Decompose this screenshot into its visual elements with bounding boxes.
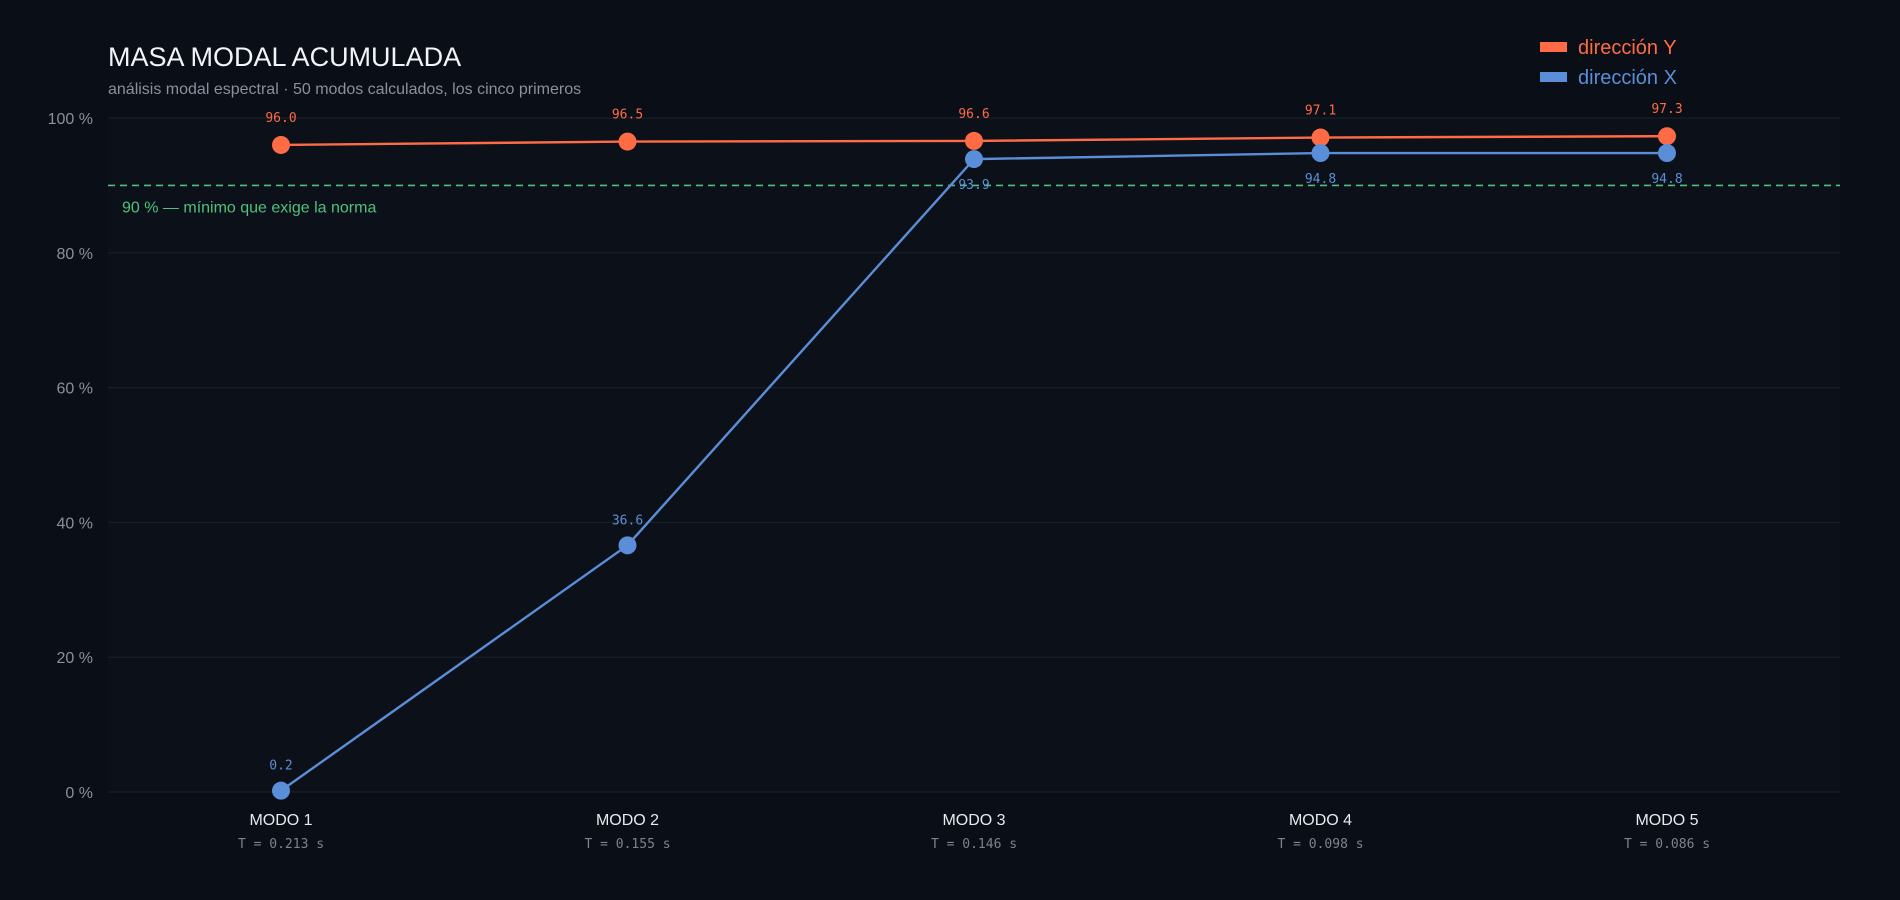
data-point-y [1311,128,1330,147]
data-point-y [618,132,637,151]
data-label-x: 36.6 [612,513,643,528]
data-label-x: 93.9 [958,178,989,193]
x-period-label: T = 0.155 s [584,837,670,852]
x-category-label: MODO 1 [249,812,312,829]
data-label-y: 96.5 [612,108,643,123]
data-point-y [1658,127,1676,146]
data-point-x [272,781,290,800]
y-tick-label: 0 % [65,785,93,802]
data-point-x [1658,144,1676,163]
y-tick-label: 100 % [48,111,93,128]
data-label-y: 97.1 [1305,104,1336,119]
plot-area [108,118,1840,792]
data-point-x [965,150,983,169]
x-period-label: T = 0.146 s [931,837,1017,852]
x-category-label: MODO 2 [596,812,659,829]
x-period-label: T = 0.086 s [1624,837,1710,852]
x-category-label: MODO 3 [942,812,1005,829]
data-label-x: 94.8 [1305,172,1336,187]
x-period-label: T = 0.213 s [238,837,324,852]
legend-label-y: dirección Y [1578,37,1677,59]
data-label-y: 96.6 [958,107,989,122]
x-category-label: MODO 4 [1289,812,1352,829]
y-tick-label: 40 % [57,515,93,532]
data-point-x [618,536,637,555]
data-label-x: 0.2 [269,759,292,774]
x-category-label: MODO 5 [1635,812,1698,829]
legend-swatch-x [1540,72,1567,82]
data-label-y: 97.3 [1651,102,1682,117]
legend-swatch-y [1540,42,1567,52]
y-tick-label: 80 % [57,246,93,263]
data-point-y [965,131,983,150]
chart-title: MASA MODAL ACUMULADA [108,42,461,72]
y-tick-label: 20 % [57,650,93,667]
data-point-x [1311,144,1330,163]
y-tick-label: 60 % [57,381,93,398]
reference-line-label: 90 % — mínimo que exige la norma [122,199,376,216]
legend-label-x: dirección X [1578,67,1677,89]
data-label-x: 94.8 [1651,172,1682,187]
data-point-y [272,135,290,154]
x-period-label: T = 0.098 s [1277,837,1363,852]
chart-subtitle: análisis modal espectral · 50 modos calc… [108,81,581,98]
data-label-y: 96.0 [265,111,296,126]
